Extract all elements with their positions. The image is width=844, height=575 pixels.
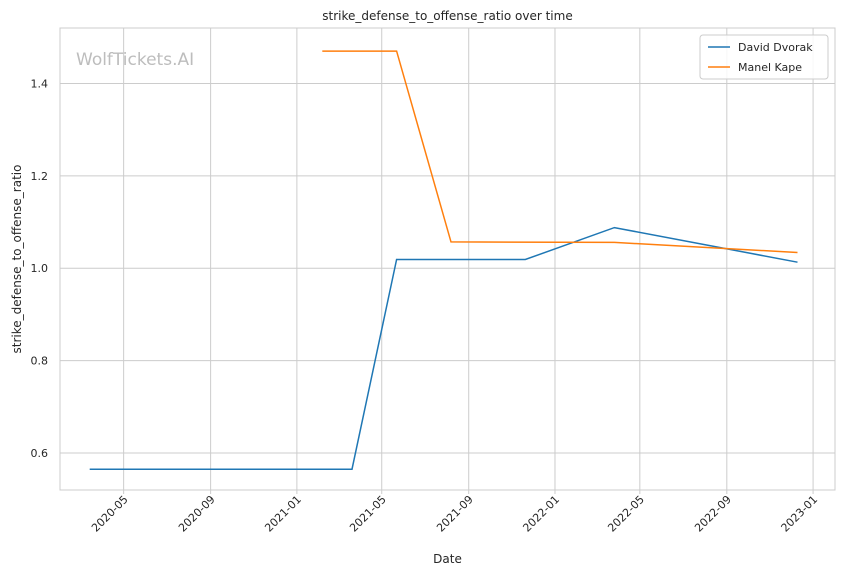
watermark: WolfTickets.AI [76, 50, 194, 70]
x-axis-label: Date [433, 552, 462, 566]
legend-label: David Dvorak [738, 41, 813, 54]
grid [60, 28, 835, 490]
y-tick-label: 1.2 [31, 170, 49, 183]
series-line-david-dvorak [89, 226, 798, 470]
y-tick-label: 0.6 [31, 447, 49, 460]
legend-box [699, 34, 829, 80]
y-tick-label: 0.8 [31, 355, 49, 368]
y-axis-ticks: 0.6 0.8 1.0 1.2 1.4 [31, 77, 49, 460]
y-axis-label: strike_defense_to_offense_ratio [10, 165, 24, 354]
y-tick-label: 1.4 [31, 77, 49, 90]
series-lines [89, 50, 798, 470]
legend-label: Manel Kape [738, 61, 802, 74]
series-line-manel-kape [322, 50, 798, 254]
y-tick-label: 1.0 [31, 262, 49, 275]
plot-area-frame [59, 27, 836, 491]
legend: David Dvorak Manel Kape [699, 34, 829, 80]
chart-title: strike_defense_to_offense_ratio over tim… [322, 9, 572, 23]
